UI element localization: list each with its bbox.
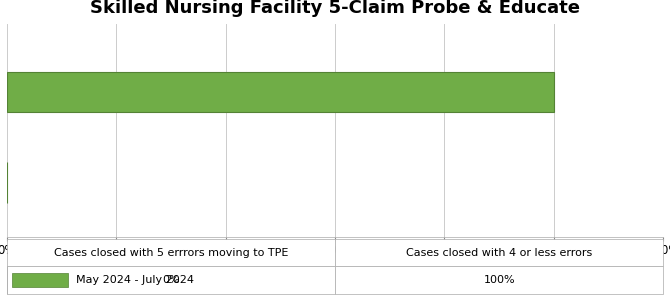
Text: Cases closed with 5 errrors moving to TPE: Cases closed with 5 errrors moving to TP…	[54, 248, 288, 258]
Bar	[7, 266, 335, 294]
Bar	[335, 266, 663, 294]
Bar	[335, 239, 663, 266]
Text: 0%: 0%	[162, 275, 180, 285]
Text: Cases closed with 4 or less errors: Cases closed with 4 or less errors	[406, 248, 592, 258]
Bar	[7, 72, 554, 113]
Title: Skilled Nursing Facility 5-Claim Probe & Educate: Skilled Nursing Facility 5-Claim Probe &…	[90, 0, 580, 17]
Bar	[7, 239, 335, 266]
Text: May 2024 - July 2024: May 2024 - July 2024	[76, 275, 194, 285]
Text: 100%: 100%	[483, 275, 515, 285]
Bar	[12, 273, 68, 287]
